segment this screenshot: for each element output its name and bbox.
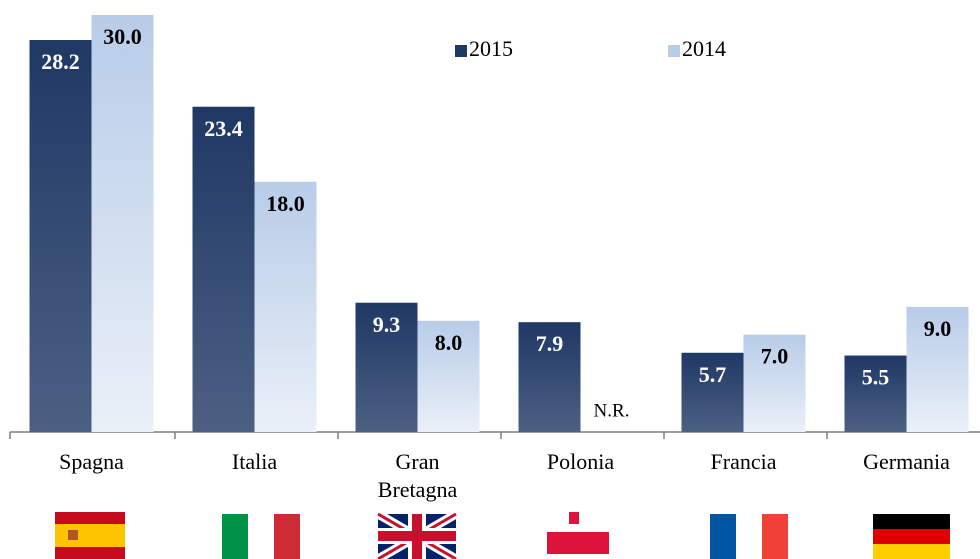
bar xyxy=(29,40,92,433)
x-tick-label: Italia xyxy=(231,449,278,474)
value-label: 9.0 xyxy=(924,316,952,341)
bar xyxy=(844,355,907,432)
value-label: 7.9 xyxy=(536,331,564,356)
x-tick-label: Spagna xyxy=(59,449,124,474)
flag-poland xyxy=(547,512,609,554)
flags xyxy=(55,510,950,559)
bar xyxy=(417,320,480,432)
bar xyxy=(743,334,806,432)
value-label: 7.0 xyxy=(761,344,789,369)
bar xyxy=(192,106,255,433)
x-tick-label: Germania xyxy=(863,449,950,474)
legend-label: 2015 xyxy=(469,36,513,61)
legend-swatch xyxy=(668,45,680,57)
flag-germany xyxy=(873,514,950,559)
bar xyxy=(906,306,969,432)
bar xyxy=(681,352,744,432)
value-label: 23.4 xyxy=(204,116,243,141)
flag-spain xyxy=(55,512,125,559)
value-label: N.R. xyxy=(594,400,630,421)
bar xyxy=(355,302,418,432)
value-label: 8.0 xyxy=(435,330,463,355)
bar xyxy=(254,181,317,432)
value-label: 30.0 xyxy=(103,24,142,49)
flag-italy xyxy=(222,514,300,559)
value-label: 5.5 xyxy=(862,365,890,390)
x-tick-label: Gran Bretagna xyxy=(377,449,458,502)
x-tick-label: Francia xyxy=(710,449,777,474)
legend-label: 2014 xyxy=(682,36,726,61)
value-label: 28.2 xyxy=(41,49,80,74)
flag-france xyxy=(710,514,788,559)
value-label: 18.0 xyxy=(266,191,305,216)
value-label: 5.7 xyxy=(699,362,727,387)
legend-swatch xyxy=(455,45,467,57)
bar xyxy=(518,322,581,432)
x-tick-label: Polonia xyxy=(546,449,615,474)
bar xyxy=(91,15,154,432)
flag-uk xyxy=(375,510,459,559)
value-label: 9.3 xyxy=(373,312,401,337)
